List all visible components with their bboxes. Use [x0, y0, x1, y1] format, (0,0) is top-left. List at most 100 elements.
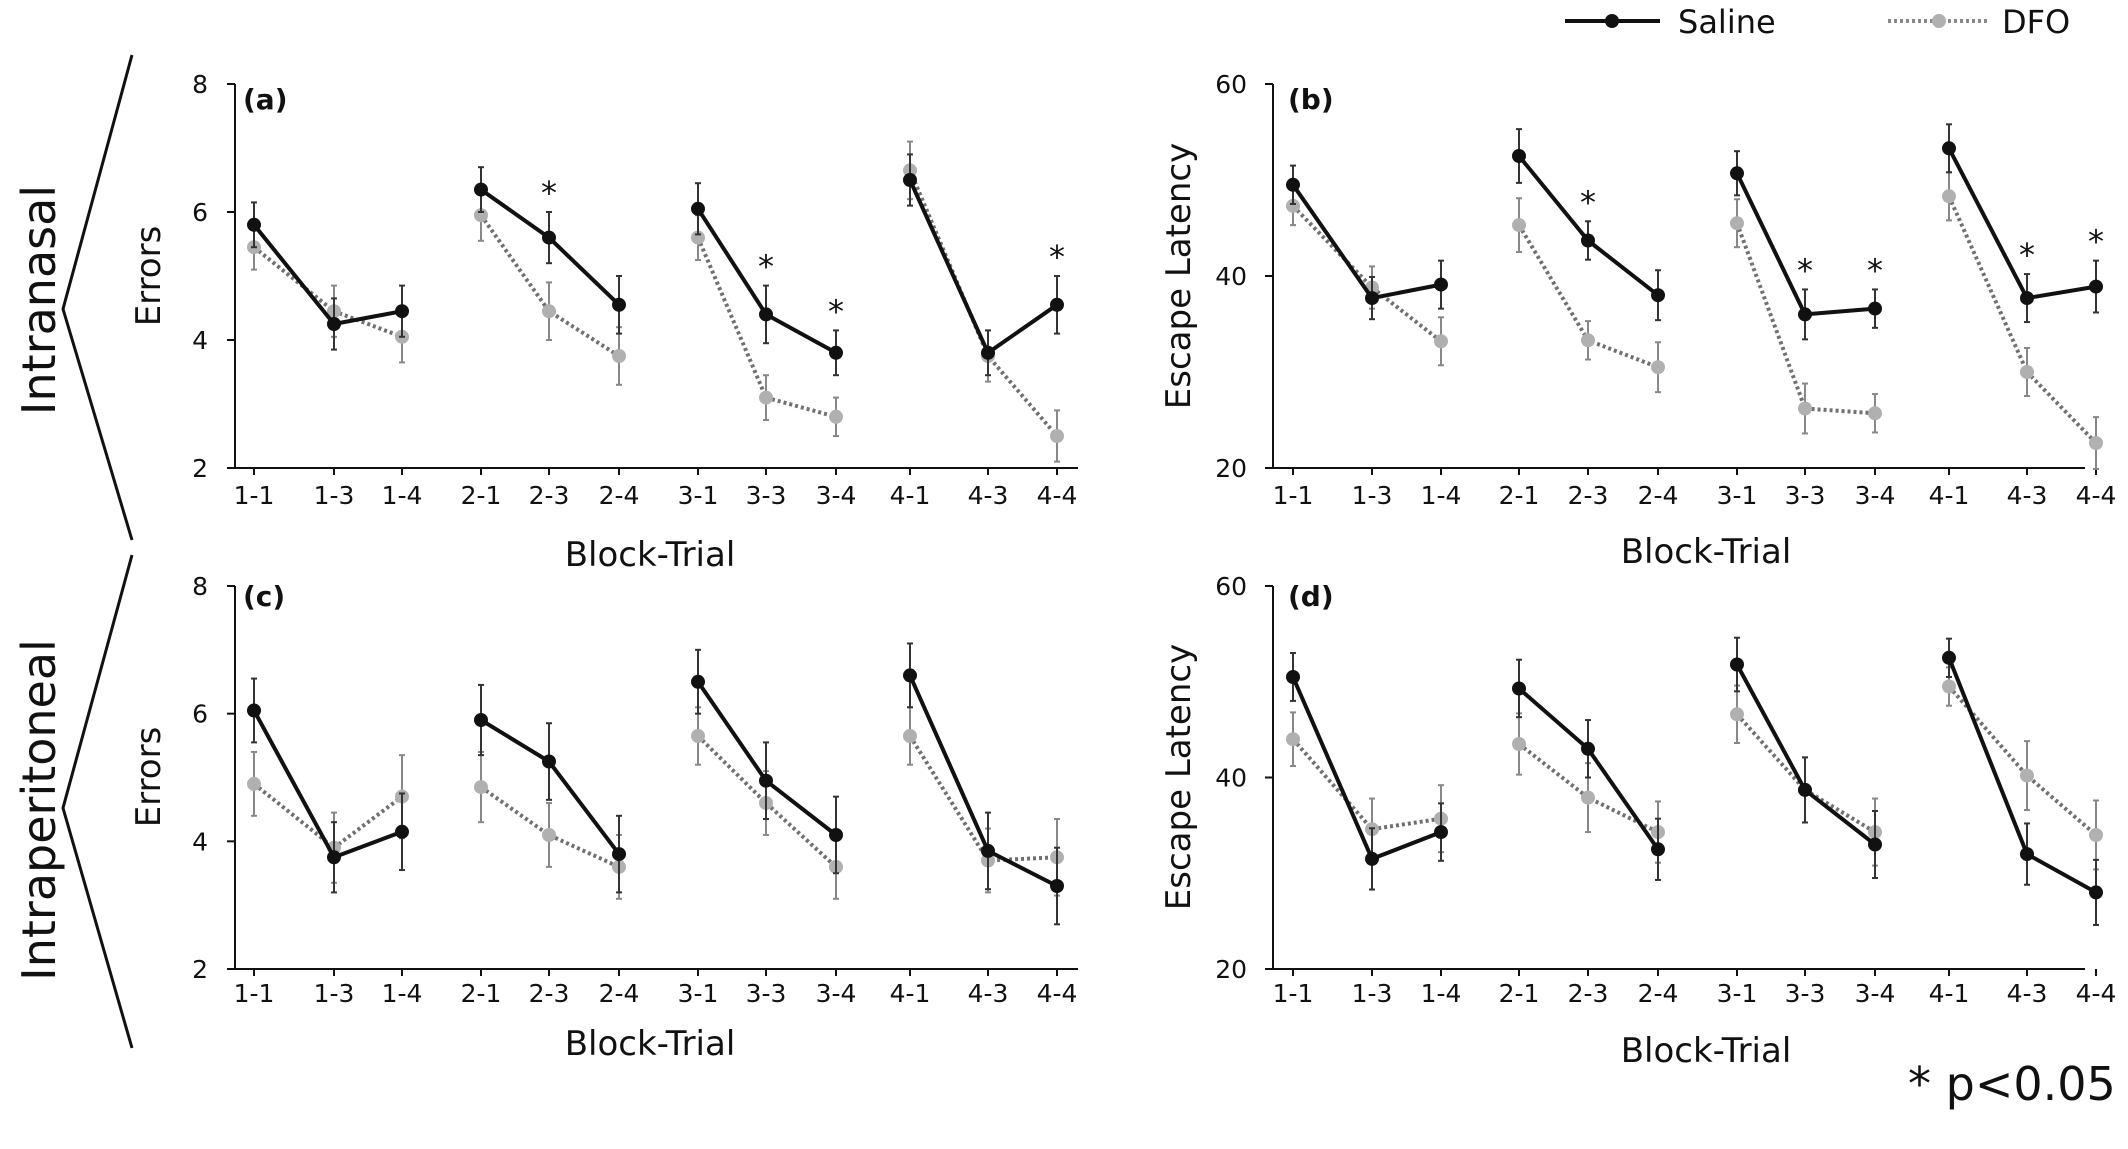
series-dfo — [247, 706, 1064, 900]
series-line — [479, 785, 620, 869]
data-point — [327, 317, 341, 331]
data-point — [247, 776, 261, 791]
data-point — [247, 703, 261, 718]
data-point — [1651, 842, 1665, 857]
series-line — [1517, 742, 1659, 834]
series-line — [1947, 147, 2097, 301]
chart-panel: 20 40 60 1-1 1-3 1-4 2-1 2-3 2-4 3-1 3-3 3-4 4-1 4-3 4… — [1159, 572, 2116, 1071]
x-tick-label: 3-1 — [678, 979, 719, 1008]
data-point — [612, 847, 626, 862]
data-point — [1730, 216, 1744, 231]
x-tick-label: 1-4 — [382, 979, 423, 1008]
x-tick-label: 4-3 — [2007, 481, 2048, 510]
group-label-intraperitoneal: Intraperitoneal — [12, 639, 66, 981]
x-tick-label: 2-3 — [529, 481, 570, 510]
chart-panel: 2 4 6 8 1-1 1-3 1-4 2-1 2-3 2-4 3-1 3-3 3-4 4-1 4-3 4-4… — [129, 572, 1078, 1064]
panels: 2 4 6 8 1-1 1-3 1-4 2-1 2-3 2-4 3-1 3-3 3-4 4-1 4-3 4-4… — [129, 70, 2116, 1071]
significance-note: * p<0.05 — [1908, 1057, 2116, 1111]
series-dfo — [247, 140, 1064, 463]
x-tick-label: 2-1 — [461, 979, 502, 1008]
data-point — [542, 828, 556, 842]
data-point — [1365, 291, 1379, 306]
x-tick-label: 3-4 — [1855, 979, 1896, 1008]
data-point — [1581, 333, 1595, 348]
x-tick-label: 1-1 — [1273, 979, 1314, 1008]
data-point — [474, 780, 488, 795]
data-point — [542, 230, 556, 245]
y-axis-title: Errors — [129, 727, 169, 828]
x-tick-label: 4-4 — [2076, 979, 2117, 1008]
x-tick-label: 2-1 — [1499, 979, 1540, 1008]
significance-star: * — [828, 292, 844, 330]
data-point — [1050, 297, 1064, 312]
data-point — [691, 674, 705, 689]
data-point — [981, 345, 995, 360]
x-axis-title: Block-Trial — [1621, 1031, 1792, 1071]
series-line — [252, 709, 403, 860]
x-tick-label: 3-1 — [1717, 481, 1758, 510]
group-label-intranasal: Intranasal — [12, 185, 66, 415]
legend-saline-marker — [1605, 14, 1619, 28]
y-axis-title: Errors — [129, 226, 169, 327]
data-point — [1798, 401, 1812, 416]
series-saline — [1286, 636, 2103, 926]
y-tick-label: 2 — [192, 955, 208, 984]
data-point — [1798, 307, 1812, 322]
data-point — [327, 850, 341, 865]
panel-label: (b) — [1288, 83, 1334, 116]
x-tick-label: 4-1 — [890, 979, 931, 1008]
x-tick-label: 4-4 — [2076, 481, 2117, 510]
y-tick-label: 8 — [192, 572, 208, 601]
x-tick-label: 2-4 — [1638, 979, 1679, 1008]
x-tick-label: 2-4 — [599, 481, 640, 510]
x-tick-label: 1-1 — [234, 979, 275, 1008]
data-point — [2089, 279, 2103, 294]
x-tick-label: 1-3 — [314, 481, 355, 510]
data-point — [2020, 847, 2034, 862]
chart-panel: 20 40 60 1-1 1-3 1-4 2-1 2-3 2-4 3-1 3-3 3-4 4-1 4-3 4… — [1159, 70, 2116, 572]
data-point — [1942, 189, 1956, 204]
x-tick-label: 3-3 — [1785, 481, 1826, 510]
data-point — [247, 217, 261, 232]
data-point — [474, 182, 488, 197]
series-line — [696, 734, 838, 869]
y-tick-label: 6 — [192, 198, 208, 227]
data-point — [1581, 790, 1595, 805]
x-tick-label: 1-1 — [1273, 481, 1314, 510]
data-point — [1434, 277, 1448, 292]
x-tick-label: 3-1 — [678, 481, 719, 510]
data-point — [1730, 657, 1744, 672]
data-point — [1050, 429, 1064, 443]
y-tick-label: 20 — [1215, 454, 1247, 483]
series-dfo — [1286, 171, 2103, 470]
x-tick-label: 2-3 — [529, 979, 570, 1008]
data-point — [1868, 406, 1882, 421]
y-tick-label: 8 — [192, 70, 208, 99]
x-axis-title: Block-Trial — [1621, 532, 1792, 572]
series-line — [1291, 737, 1442, 832]
series-dfo — [1286, 666, 2103, 871]
legend-saline-label: Saline — [1678, 3, 1776, 41]
x-tick-label: 1-4 — [1421, 979, 1462, 1008]
data-point — [829, 409, 843, 424]
x-axis-title: Block-Trial — [565, 535, 736, 575]
data-point — [903, 729, 917, 743]
data-point — [1730, 166, 1744, 181]
data-point — [2020, 365, 2034, 379]
data-point — [395, 824, 409, 839]
data-point — [691, 729, 705, 743]
x-tick-label: 1-4 — [382, 481, 423, 510]
x-tick-label: 3-3 — [746, 979, 787, 1008]
x-tick-label: 4-1 — [1929, 979, 1970, 1008]
intranasal-bracket — [61, 54, 134, 541]
y-tick-label: 60 — [1215, 572, 1247, 601]
data-point — [759, 773, 773, 788]
data-point — [1651, 288, 1665, 303]
data-point — [1050, 879, 1064, 893]
y-tick-label: 6 — [192, 700, 208, 729]
series-line — [1291, 204, 1443, 343]
data-point — [691, 230, 705, 245]
data-point — [1581, 741, 1595, 756]
x-tick-label: 3-4 — [816, 481, 857, 510]
data-point — [474, 208, 488, 223]
